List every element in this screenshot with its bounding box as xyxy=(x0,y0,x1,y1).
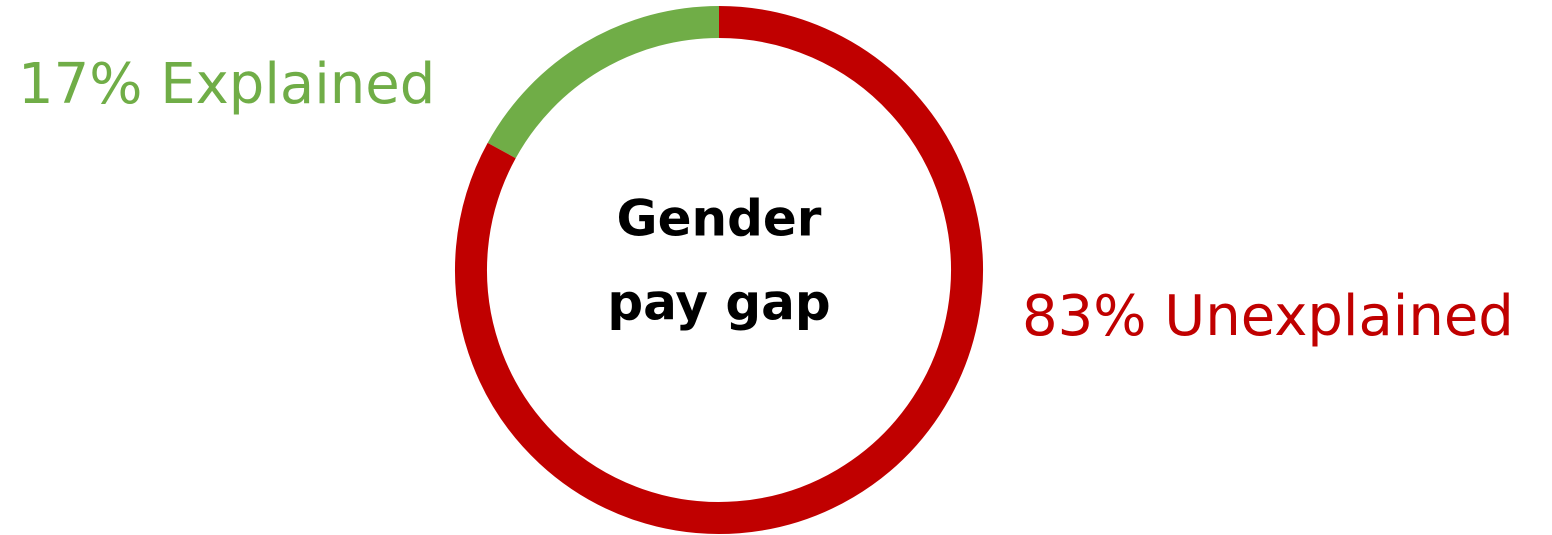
donut-segment xyxy=(487,6,720,159)
center-label: Gender xyxy=(617,190,822,248)
category-label: Explained xyxy=(160,52,435,117)
center-label: pay gap xyxy=(607,274,830,332)
data-label: 83% Unexplained xyxy=(1022,284,1514,349)
data-label: 17% Explained xyxy=(18,52,435,117)
value-label: 17% xyxy=(18,52,142,117)
donut-segment xyxy=(455,6,983,534)
value-label: 83% xyxy=(1022,284,1146,349)
category-label: Unexplained xyxy=(1164,284,1514,349)
